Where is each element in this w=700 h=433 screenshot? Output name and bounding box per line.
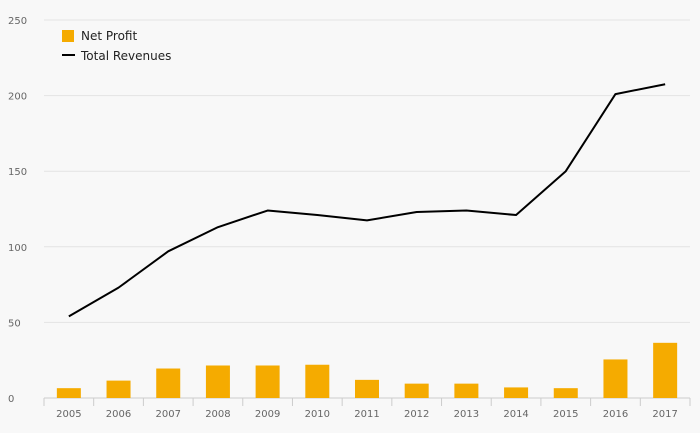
y-tick-label: 150 <box>8 167 27 178</box>
total-revenues-line <box>68 83 666 318</box>
x-tick-label: 2017 <box>652 409 677 420</box>
legend-label-total-revenues: Total Revenues <box>80 49 171 63</box>
x-tick-label: 2009 <box>255 409 280 420</box>
x-tick-label: 2014 <box>503 409 528 420</box>
bar-net-profit-2005 <box>56 388 81 398</box>
legend: Net Profit Total Revenues <box>62 29 171 63</box>
y-tick-label: 50 <box>8 318 21 329</box>
x-tick-label: 2007 <box>156 409 181 420</box>
x-tick-label: 2010 <box>305 409 330 420</box>
y-tick-label: 200 <box>8 92 27 103</box>
x-tick-label: 2006 <box>106 409 131 420</box>
bar-net-profit-2009 <box>255 365 280 398</box>
bar-net-profit-2014 <box>504 387 529 398</box>
bar-net-profit-2013 <box>454 383 479 398</box>
y-tick-label: 100 <box>8 243 27 254</box>
total-revenues-line-group <box>68 83 666 318</box>
x-tick-label: 2015 <box>553 409 578 420</box>
bar-net-profit-2008 <box>205 365 230 398</box>
x-tick-label: 2008 <box>205 409 230 420</box>
bar-net-profit-2017 <box>653 342 678 398</box>
y-tick-label: 0 <box>8 394 14 405</box>
x-tick-label: 2012 <box>404 409 429 420</box>
legend-label-net-profit: Net Profit <box>81 29 137 43</box>
bar-net-profit-2007 <box>156 368 181 398</box>
net-profit-bars <box>56 342 678 398</box>
x-tick-label: 2016 <box>603 409 628 420</box>
x-tick-label: 2011 <box>354 409 379 420</box>
x-tick-label: 2005 <box>56 409 81 420</box>
bar-net-profit-2015 <box>553 388 578 398</box>
bar-net-profit-2010 <box>305 364 330 398</box>
bar-net-profit-2012 <box>404 383 429 398</box>
legend-swatch-net-profit <box>62 30 74 42</box>
gridlines <box>44 19 690 323</box>
y-tick-label: 250 <box>8 16 27 27</box>
x-tick-label: 2013 <box>454 409 479 420</box>
bar-net-profit-2006 <box>106 380 131 398</box>
y-axis-ticks: 0 50 100 150 200 250 <box>8 16 27 405</box>
bar-net-profit-2011 <box>355 379 379 398</box>
x-axis: 2005 2006 2007 2008 2009 2010 2011 2012 2013 2014… <box>43 397 691 420</box>
bar-net-profit-2016 <box>603 359 628 398</box>
